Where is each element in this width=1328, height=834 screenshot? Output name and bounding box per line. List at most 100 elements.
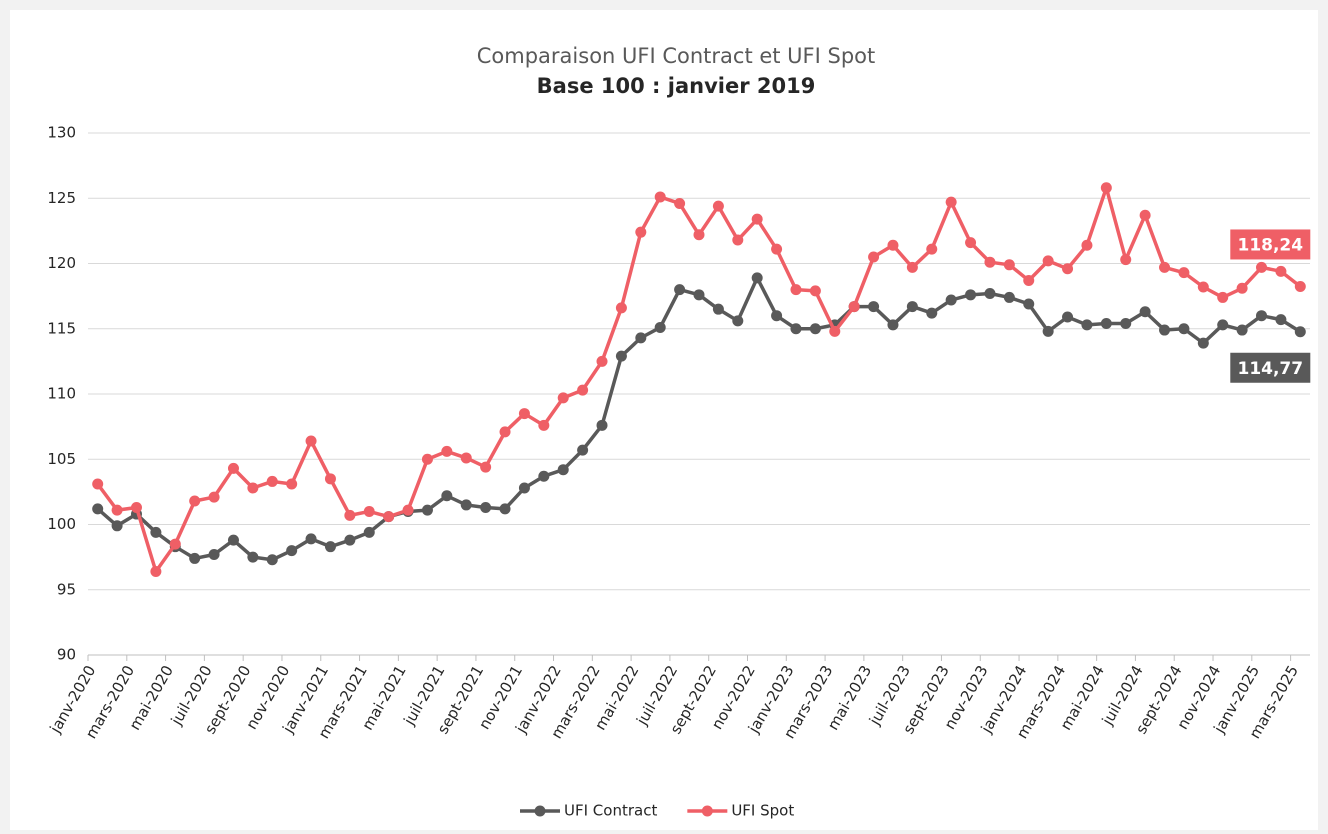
point (635, 226, 647, 238)
y-tick-label: 110 (47, 385, 76, 403)
point (208, 549, 220, 561)
chart-subtitle: Base 100 : janvier 2019 (537, 74, 816, 98)
point (945, 196, 957, 208)
point (809, 323, 821, 335)
point (654, 321, 666, 333)
point (615, 350, 627, 362)
point (324, 473, 336, 485)
point (266, 475, 278, 487)
point (480, 502, 492, 514)
point (1159, 324, 1171, 336)
point (1062, 311, 1074, 323)
point (577, 444, 589, 456)
y-tick-label: 95 (57, 580, 76, 598)
point (557, 464, 569, 476)
point (169, 538, 181, 550)
y-tick-label: 105 (47, 450, 76, 468)
point (712, 200, 724, 212)
point (984, 256, 996, 268)
point (1139, 209, 1151, 221)
point (227, 462, 239, 474)
point (887, 319, 899, 331)
point (1100, 182, 1112, 194)
point (1275, 314, 1287, 326)
point (305, 435, 317, 447)
point (809, 285, 821, 297)
point (1236, 324, 1248, 336)
point (790, 323, 802, 335)
point (111, 520, 123, 532)
point (1256, 310, 1268, 322)
chart-title: Comparaison UFI Contract et UFI Spot (477, 44, 876, 68)
point (596, 355, 608, 367)
value-label-box (1230, 352, 1311, 383)
point (751, 213, 763, 225)
point (926, 243, 938, 255)
point (848, 301, 860, 313)
point (557, 392, 569, 404)
point (1003, 259, 1015, 271)
point (363, 526, 375, 538)
point (1197, 337, 1209, 349)
point (111, 504, 123, 516)
point (732, 315, 744, 327)
point (1042, 325, 1054, 337)
point (1236, 282, 1248, 294)
point (305, 533, 317, 545)
point (868, 301, 880, 313)
point (732, 234, 744, 246)
point (1120, 254, 1132, 266)
point (189, 495, 201, 507)
point (266, 554, 278, 566)
panel (10, 10, 1318, 830)
point (518, 482, 530, 494)
point (383, 511, 395, 523)
value-label: 118,24 (1237, 235, 1303, 255)
point (480, 461, 492, 473)
point (790, 284, 802, 296)
point (1217, 319, 1229, 331)
point (1120, 318, 1132, 330)
point (92, 478, 104, 490)
point (1256, 261, 1268, 273)
point (227, 534, 239, 546)
point (945, 294, 957, 306)
point (965, 289, 977, 301)
point (286, 545, 298, 557)
point (1178, 267, 1190, 279)
point (421, 453, 433, 465)
point (460, 499, 472, 511)
point (693, 289, 705, 301)
point (829, 325, 841, 337)
point (712, 303, 724, 315)
point (441, 445, 453, 457)
y-tick-label: 115 (47, 319, 76, 337)
point (674, 284, 686, 296)
point (1042, 255, 1054, 267)
point (421, 504, 433, 516)
point (771, 310, 783, 322)
y-tick-label: 100 (47, 515, 76, 533)
point (130, 502, 142, 514)
point (1275, 265, 1287, 277)
legend-label: UFI Spot (731, 802, 794, 820)
point (1294, 326, 1306, 338)
point (363, 505, 375, 517)
y-tick-label: 125 (47, 189, 76, 207)
y-tick-label: 90 (57, 646, 76, 664)
point (1081, 319, 1093, 331)
point (596, 419, 608, 431)
point (906, 261, 918, 273)
point (499, 426, 511, 438)
point (344, 534, 356, 546)
point (1197, 281, 1209, 293)
point (538, 470, 550, 482)
point (247, 551, 259, 563)
point (518, 408, 530, 420)
value-label-box (1230, 229, 1311, 260)
point (1062, 263, 1074, 275)
point (1294, 280, 1306, 292)
value-label: 114,77 (1237, 359, 1303, 379)
point (92, 503, 104, 515)
legend-label: UFI Contract (564, 802, 657, 820)
